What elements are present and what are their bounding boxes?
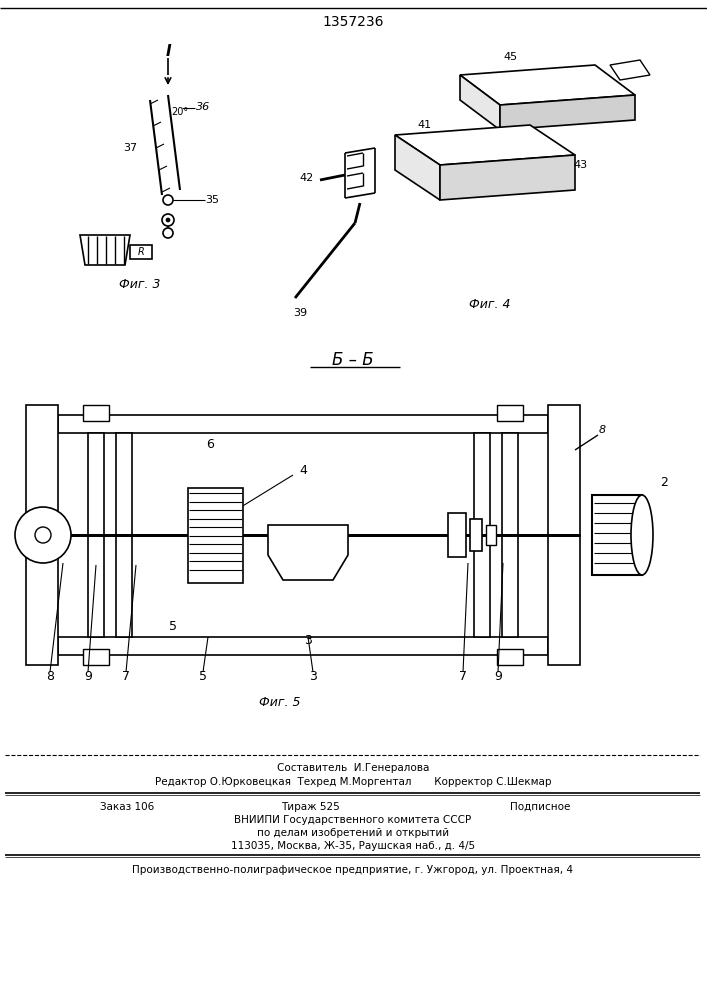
- Bar: [502, 433, 518, 637]
- Text: 41: 41: [418, 120, 432, 130]
- Polygon shape: [500, 95, 635, 130]
- Bar: [26, 405, 58, 665]
- Bar: [486, 525, 496, 545]
- Text: 45: 45: [503, 52, 517, 62]
- Text: Тираж 525: Тираж 525: [281, 802, 339, 812]
- Bar: [470, 519, 482, 551]
- Text: Производственно-полиграфическое предприятие, г. Ужгород, ул. Проектная, 4: Производственно-полиграфическое предприя…: [132, 865, 573, 875]
- Polygon shape: [80, 235, 130, 265]
- Text: 36: 36: [196, 102, 210, 112]
- Text: 6: 6: [206, 438, 214, 452]
- Bar: [497, 405, 523, 421]
- Text: 7: 7: [459, 670, 467, 684]
- Text: Фиг. 4: Фиг. 4: [469, 298, 510, 312]
- Circle shape: [163, 228, 173, 238]
- Polygon shape: [610, 60, 650, 80]
- Text: 3: 3: [304, 634, 312, 647]
- Bar: [448, 513, 466, 557]
- Polygon shape: [460, 75, 500, 130]
- Polygon shape: [440, 155, 575, 200]
- Polygon shape: [395, 135, 440, 200]
- Bar: [188, 488, 243, 583]
- Circle shape: [15, 507, 71, 563]
- Text: 9: 9: [494, 670, 502, 684]
- Text: 20°: 20°: [171, 107, 189, 117]
- Text: 2: 2: [660, 477, 668, 489]
- Text: 43: 43: [573, 160, 587, 170]
- Polygon shape: [395, 125, 575, 165]
- Text: 4: 4: [299, 464, 307, 477]
- Text: 1357236: 1357236: [322, 15, 384, 29]
- Text: 5: 5: [169, 620, 177, 634]
- Bar: [58, 415, 548, 433]
- Polygon shape: [268, 525, 348, 580]
- Text: Редактор О.Юрковецкая  Техред М.Моргентал       Корректор С.Шекмар: Редактор О.Юрковецкая Техред М.Моргентал…: [155, 777, 551, 787]
- Bar: [548, 405, 580, 665]
- Text: Фиг. 3: Фиг. 3: [119, 278, 160, 292]
- Text: Заказ 106: Заказ 106: [100, 802, 154, 812]
- Text: 8: 8: [598, 425, 606, 435]
- Text: Подписное: Подписное: [510, 802, 570, 812]
- Text: 35: 35: [205, 195, 219, 205]
- Circle shape: [35, 527, 51, 543]
- Circle shape: [166, 218, 170, 222]
- Bar: [83, 649, 109, 665]
- Text: 9: 9: [84, 670, 92, 684]
- Bar: [497, 649, 523, 665]
- Bar: [592, 495, 642, 575]
- Text: 5: 5: [199, 670, 207, 684]
- Polygon shape: [460, 65, 635, 105]
- Text: ВНИИПИ Государственного комитета СССР: ВНИИПИ Государственного комитета СССР: [235, 815, 472, 825]
- Text: Составитель  И.Генералова: Составитель И.Генералова: [277, 763, 429, 773]
- Text: 39: 39: [293, 308, 307, 318]
- Text: 8: 8: [46, 670, 54, 684]
- Bar: [130, 245, 152, 259]
- Text: 113035, Москва, Ж-35, Раушская наб., д. 4/5: 113035, Москва, Ж-35, Раушская наб., д. …: [231, 841, 475, 851]
- Bar: [474, 433, 490, 637]
- Text: Б – Б: Б – Б: [332, 351, 374, 369]
- Text: R: R: [138, 247, 144, 257]
- Bar: [58, 637, 548, 655]
- Text: по делам изобретений и открытий: по делам изобретений и открытий: [257, 828, 449, 838]
- Bar: [116, 433, 132, 637]
- Bar: [88, 433, 104, 637]
- Text: 7: 7: [122, 670, 130, 684]
- Text: I: I: [165, 44, 171, 60]
- Bar: [83, 405, 109, 421]
- Ellipse shape: [631, 495, 653, 575]
- Text: 37: 37: [123, 143, 137, 153]
- Text: 42: 42: [300, 173, 314, 183]
- Text: 3: 3: [309, 670, 317, 684]
- Text: Фиг. 5: Фиг. 5: [259, 696, 300, 710]
